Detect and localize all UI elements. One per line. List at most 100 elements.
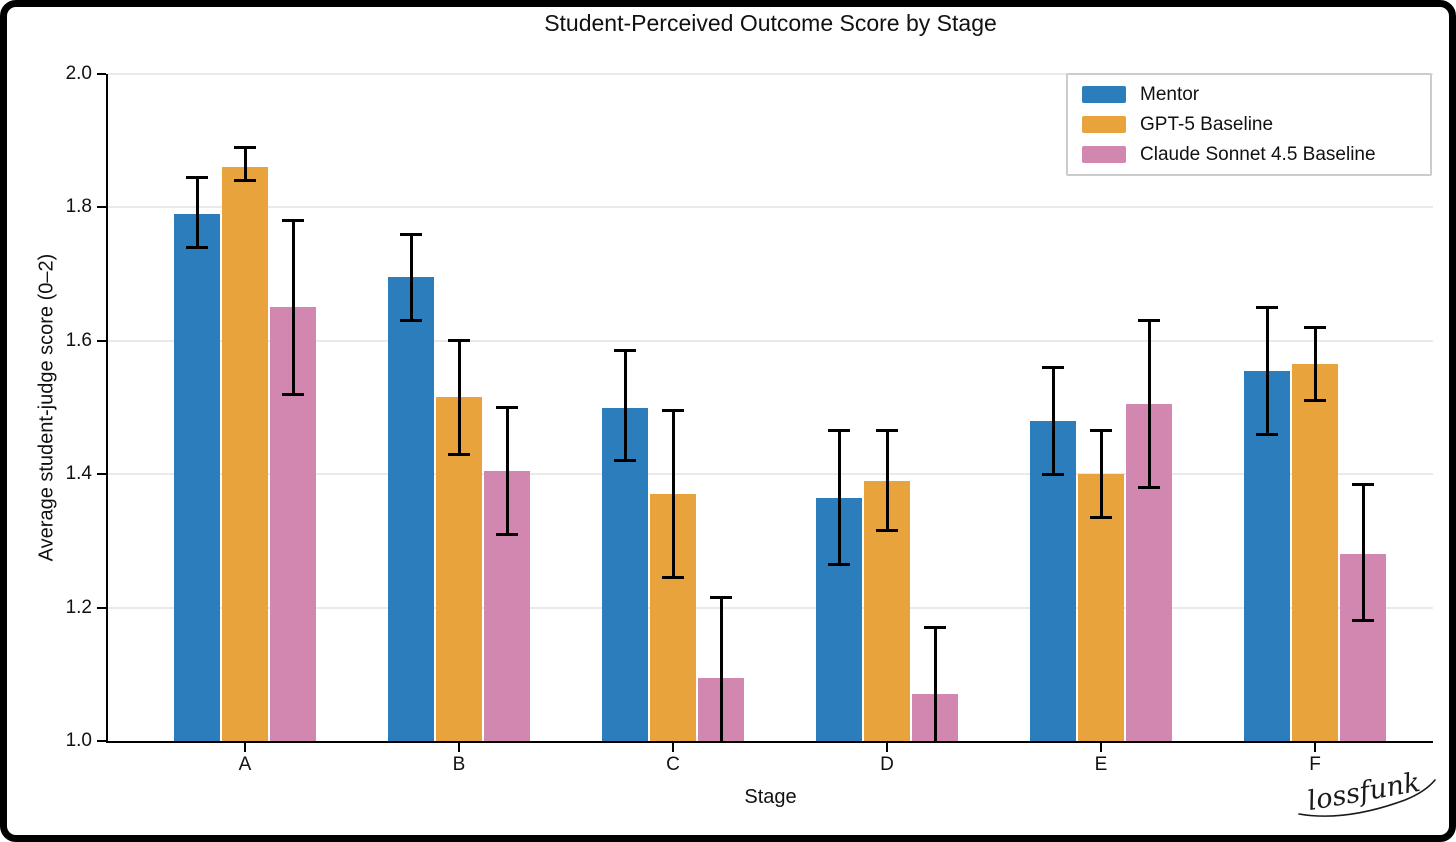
ytick-label-1.8: 1.8 xyxy=(65,196,92,218)
bar-mentor-a xyxy=(174,214,220,741)
errorbar-gpt-5-baseline-d xyxy=(885,430,889,531)
errorbar-gpt-5-baseline-c-cap-top xyxy=(662,409,684,413)
ytick-label-1.4: 1.4 xyxy=(65,463,92,485)
ytick-mark-1.8 xyxy=(97,206,106,209)
ytick-mark-1.4 xyxy=(97,473,106,476)
errorbar-claude-sonnet-4-5-baseline-b-cap-bottom xyxy=(496,532,518,536)
errorbar-gpt-5-baseline-d-cap-bottom xyxy=(876,529,898,533)
legend-item-claude-sonnet-4-5-baseline: Claude Sonnet 4.5 Baseline xyxy=(1082,144,1430,166)
errorbar-gpt-5-baseline-b-cap-bottom xyxy=(448,452,470,456)
xtick-mark-e xyxy=(1100,743,1102,752)
errorbar-claude-sonnet-4-5-baseline-f-cap-top xyxy=(1352,482,1374,486)
xtick-label-d: D xyxy=(880,754,894,775)
errorbar-gpt-5-baseline-f-cap-top xyxy=(1304,325,1326,329)
errorbar-mentor-d-cap-top xyxy=(828,429,850,433)
bar-gpt-5-baseline-a xyxy=(222,167,268,741)
signature-flourish xyxy=(1298,779,1436,817)
errorbar-claude-sonnet-4-5-baseline-d xyxy=(933,627,937,741)
errorbar-gpt-5-baseline-e-cap-bottom xyxy=(1090,516,1112,520)
legend-swatch-mentor xyxy=(1082,86,1126,103)
gridline-1.8 xyxy=(108,206,1433,209)
signature-text: lossfunk xyxy=(1305,767,1422,817)
ytick-label-1: 1.0 xyxy=(65,730,92,751)
lossfunk-signature: lossfunk xyxy=(1285,752,1450,832)
errorbar-mentor-b xyxy=(409,234,413,321)
y-axis-spine xyxy=(106,74,108,743)
gridline-1.2 xyxy=(108,606,1433,609)
legend: Mentor GPT-5 Baseline Claude Sonnet 4.5 Ba… xyxy=(1066,73,1432,176)
errorbar-gpt-5-baseline-f xyxy=(1313,327,1317,401)
errorbar-gpt-5-baseline-c xyxy=(671,410,675,578)
errorbar-gpt-5-baseline-a xyxy=(243,147,247,181)
bar-mentor-c xyxy=(602,407,648,741)
xtick-label-f: F xyxy=(1309,754,1321,775)
errorbar-claude-sonnet-4-5-baseline-f-cap-bottom xyxy=(1352,619,1374,623)
ytick-mark-1.2 xyxy=(97,606,106,609)
errorbar-claude-sonnet-4-5-baseline-f xyxy=(1361,484,1365,621)
legend-label-mentor: Mentor xyxy=(1140,83,1200,105)
ytick-mark-1 xyxy=(97,740,106,742)
errorbar-claude-sonnet-4-5-baseline-e-cap-bottom xyxy=(1138,486,1160,490)
bar-mentor-b xyxy=(388,277,434,741)
legend-label-gpt-5-baseline: GPT-5 Baseline xyxy=(1140,113,1274,135)
x-axis-label: Stage xyxy=(744,786,797,808)
errorbar-claude-sonnet-4-5-baseline-c-cap-top xyxy=(710,596,732,600)
errorbar-claude-sonnet-4-5-baseline-a-cap-top xyxy=(282,219,304,223)
errorbar-gpt-5-baseline-f-cap-bottom xyxy=(1304,399,1326,403)
errorbar-claude-sonnet-4-5-baseline-e-cap-top xyxy=(1138,319,1160,323)
xtick-mark-d xyxy=(886,743,888,752)
ytick-label-2: 2.0 xyxy=(65,63,92,84)
errorbar-mentor-b-cap-bottom xyxy=(400,319,422,323)
errorbar-claude-sonnet-4-5-baseline-d-cap-top xyxy=(924,626,946,630)
errorbar-mentor-a xyxy=(195,177,199,248)
legend-item-gpt-5-baseline: GPT-5 Baseline xyxy=(1082,114,1430,136)
errorbar-claude-sonnet-4-5-baseline-c xyxy=(719,597,723,741)
legend-swatch-gpt-5-baseline xyxy=(1082,116,1126,133)
errorbar-gpt-5-baseline-d-cap-top xyxy=(876,429,898,433)
ytick-label-1.6: 1.6 xyxy=(65,329,92,351)
errorbar-mentor-d xyxy=(837,430,841,565)
errorbar-claude-sonnet-4-5-baseline-e xyxy=(1147,320,1151,488)
lossfunk-signature-svg: lossfunk xyxy=(1298,767,1436,817)
errorbar-mentor-e xyxy=(1051,367,1055,475)
gridline-1.6 xyxy=(108,339,1433,342)
errorbar-mentor-c xyxy=(623,350,627,461)
ytick-label-1.2: 1.2 xyxy=(65,596,92,618)
legend-swatch-claude-sonnet-4-5-baseline xyxy=(1082,146,1126,163)
errorbar-mentor-d-cap-bottom xyxy=(828,562,850,566)
errorbar-gpt-5-baseline-e xyxy=(1099,430,1103,518)
errorbar-gpt-5-baseline-a-cap-bottom xyxy=(234,179,256,183)
errorbar-claude-sonnet-4-5-baseline-a-cap-bottom xyxy=(282,392,304,396)
errorbar-mentor-c-cap-top xyxy=(614,349,636,353)
errorbar-mentor-b-cap-top xyxy=(400,232,422,236)
x-axis-spine xyxy=(106,741,1433,743)
errorbar-mentor-a-cap-top xyxy=(186,175,208,179)
errorbar-mentor-f-cap-top xyxy=(1256,305,1278,309)
errorbar-mentor-e-cap-top xyxy=(1042,365,1064,369)
gridline-2 xyxy=(108,73,1433,75)
errorbar-gpt-5-baseline-a-cap-top xyxy=(234,145,256,149)
xtick-label-b: B xyxy=(452,754,466,775)
errorbar-gpt-5-baseline-c-cap-bottom xyxy=(662,576,684,580)
errorbar-gpt-5-baseline-e-cap-top xyxy=(1090,429,1112,433)
legend-item-mentor: Mentor xyxy=(1082,84,1430,106)
gridline-1.4 xyxy=(108,473,1433,476)
chart-title: Student-Perceived Outcome Score by Stage xyxy=(544,10,997,36)
bar-gpt-5-baseline-f xyxy=(1292,364,1338,741)
errorbar-mentor-a-cap-bottom xyxy=(186,245,208,249)
xtick-label-c: C xyxy=(666,754,680,775)
xtick-label-e: E xyxy=(1094,754,1108,775)
errorbar-mentor-c-cap-bottom xyxy=(614,459,636,463)
errorbar-claude-sonnet-4-5-baseline-b xyxy=(505,407,509,535)
errorbar-claude-sonnet-4-5-baseline-b-cap-top xyxy=(496,406,518,409)
errorbar-mentor-f-cap-bottom xyxy=(1256,432,1278,436)
ytick-mark-2 xyxy=(97,73,106,75)
xtick-mark-f xyxy=(1314,743,1316,752)
errorbar-mentor-f xyxy=(1265,307,1269,435)
xtick-mark-b xyxy=(458,743,460,752)
xtick-mark-a xyxy=(244,743,246,752)
errorbar-gpt-5-baseline-b-cap-top xyxy=(448,339,470,343)
xtick-mark-c xyxy=(672,743,674,752)
ytick-mark-1.6 xyxy=(97,339,106,342)
